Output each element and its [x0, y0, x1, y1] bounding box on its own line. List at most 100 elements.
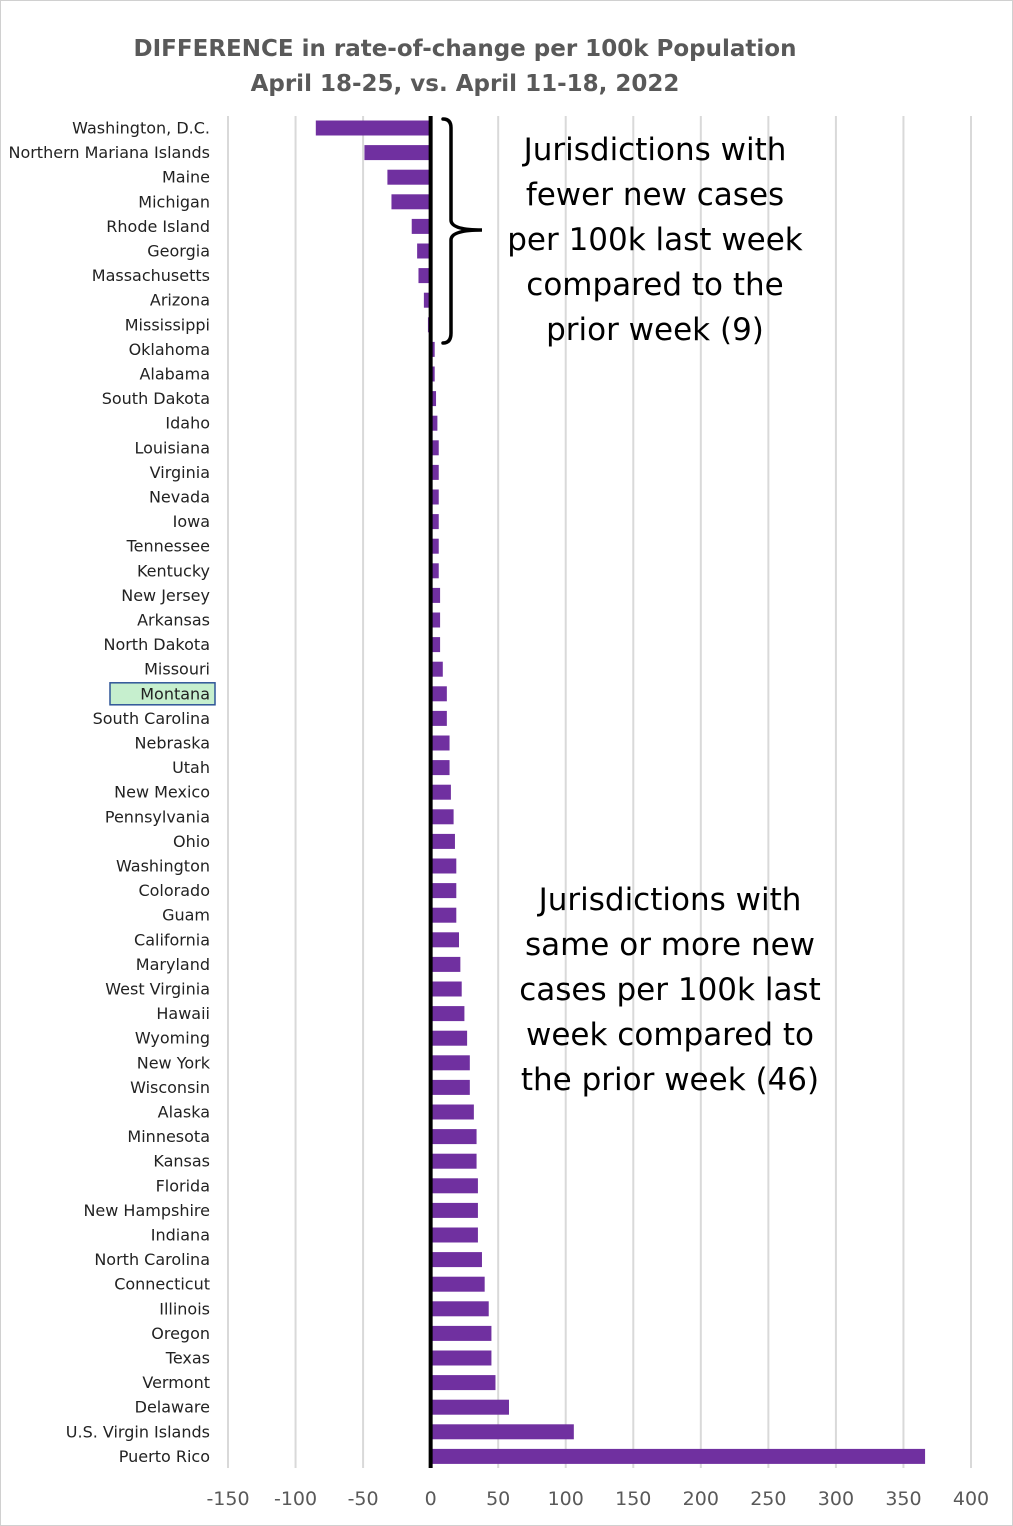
bar: [430, 1350, 492, 1366]
category-label: Alabama: [139, 365, 210, 384]
x-tick-label: 100: [548, 1488, 584, 1510]
bar: [417, 243, 431, 259]
category-label: Washington: [116, 857, 210, 876]
bar: [430, 612, 441, 628]
category-label: Vermont: [142, 1373, 210, 1392]
chart-title: DIFFERENCE in rate-of-change per 100k Po…: [134, 36, 797, 62]
bar: [430, 464, 439, 480]
category-label: Texas: [165, 1349, 210, 1368]
bar: [430, 932, 460, 948]
annotation-line: compared to the: [526, 267, 783, 303]
bar: [430, 341, 435, 357]
bar: [430, 1276, 485, 1292]
bar: [430, 883, 457, 899]
bar: [430, 1079, 470, 1095]
category-label: Indiana: [151, 1226, 210, 1245]
category-label: Delaware: [135, 1398, 210, 1417]
category-label: Minnesota: [127, 1127, 210, 1146]
category-label: Colorado: [138, 881, 210, 900]
category-label: Ohio: [173, 832, 210, 851]
category-label: North Dakota: [103, 635, 210, 654]
category-label: Georgia: [147, 242, 210, 261]
bar: [430, 415, 438, 431]
category-label: Oregon: [151, 1324, 210, 1343]
category-label: Oklahoma: [129, 340, 210, 359]
bar: [430, 710, 447, 726]
annotation-line: per 100k last week: [507, 222, 803, 258]
category-label: Michigan: [138, 192, 210, 211]
bar: [430, 587, 441, 603]
x-tick-label: 400: [953, 1488, 989, 1510]
bar: [391, 194, 431, 210]
category-label: Kentucky: [137, 561, 210, 580]
category-label: Arizona: [150, 291, 210, 310]
annotation-line: cases per 100k last: [519, 972, 821, 1008]
annotation-more: Jurisdictions with same or more new cases …: [519, 882, 821, 1098]
category-label: California: [134, 930, 210, 949]
category-label: Washington, D.C.: [72, 119, 210, 138]
category-label: Idaho: [165, 414, 210, 433]
bar: [430, 1325, 492, 1341]
chart-subtitle: April 18-25, vs. April 11-18, 2022: [251, 71, 680, 97]
category-label: Connecticut: [114, 1275, 210, 1294]
bar: [430, 514, 439, 530]
bar: [430, 1399, 509, 1415]
x-tick-label: -100: [274, 1488, 317, 1510]
category-label: Tennessee: [126, 537, 210, 556]
bar: [418, 268, 431, 284]
category-label: Maine: [162, 168, 210, 187]
category-label: Rhode Island: [106, 217, 210, 236]
category-label: Maryland: [136, 955, 210, 974]
x-tick-label: 0: [425, 1488, 437, 1510]
bar: [430, 858, 457, 874]
bar: [430, 907, 457, 923]
bar: [430, 1104, 474, 1120]
bar: [430, 1448, 926, 1464]
highlight-layer: [109, 682, 216, 706]
category-label: Alaska: [158, 1103, 210, 1122]
category-label: Wyoming: [135, 1029, 210, 1048]
x-tick-label: 350: [885, 1488, 921, 1510]
bracket: [441, 117, 483, 345]
x-tick-labels: -150 -100 -50 0 50 100 150 200 250 300 350 400: [206, 1488, 989, 1510]
bar: [430, 1301, 489, 1317]
category-label: Northern Mariana Islands: [8, 143, 210, 162]
x-tick-label: -50: [348, 1488, 379, 1510]
bar: [430, 1227, 478, 1243]
annotation-line: Jurisdictions with: [537, 882, 802, 918]
category-label: North Carolina: [94, 1250, 210, 1269]
category-label: New Mexico: [114, 783, 210, 802]
bar: [430, 1055, 470, 1071]
bar: [430, 1424, 574, 1440]
category-label: Mississippi: [125, 315, 210, 334]
category-label: New Hampshire: [83, 1201, 210, 1220]
bar: [430, 1153, 477, 1169]
category-label: Hawaii: [156, 1004, 210, 1023]
bar: [430, 1006, 465, 1022]
category-label: Montana: [140, 684, 210, 703]
annotation-line: Jurisdictions with: [522, 132, 787, 168]
bar: [430, 1252, 482, 1268]
category-label: Puerto Rico: [119, 1447, 210, 1466]
category-label: Arkansas: [137, 611, 210, 630]
annotation-line: week compared to: [526, 1017, 814, 1053]
category-label: Nebraska: [135, 734, 210, 753]
bar: [430, 784, 451, 800]
bar: [430, 956, 461, 972]
bar: [430, 981, 462, 997]
bar: [430, 661, 443, 677]
annotation-line: fewer new cases: [526, 177, 784, 213]
bar: [430, 686, 447, 702]
bar: [430, 563, 439, 579]
x-tick-label: 200: [683, 1488, 719, 1510]
category-label: Pennsylvania: [105, 807, 210, 826]
bar: [430, 1030, 468, 1046]
category-label: South Carolina: [93, 709, 210, 728]
bar: [315, 120, 431, 136]
annotation-line: the prior week (46): [521, 1062, 819, 1098]
bar: [423, 292, 431, 308]
highlight-box: [109, 682, 216, 706]
category-label: Virginia: [150, 463, 210, 482]
category-label: Utah: [172, 758, 210, 777]
